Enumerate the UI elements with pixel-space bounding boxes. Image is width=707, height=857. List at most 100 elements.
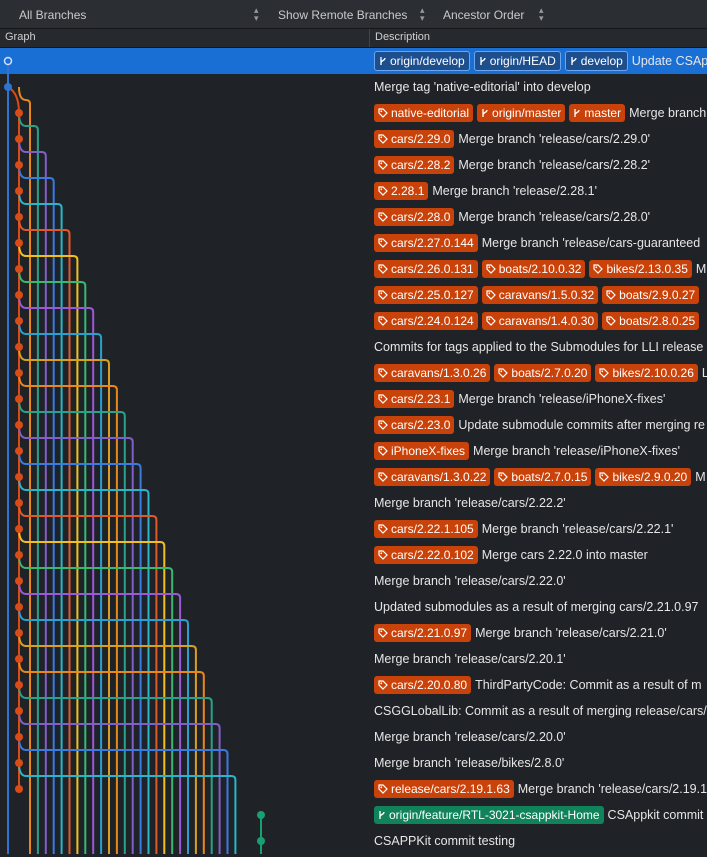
commit-row[interactable]: Merge branch 'release/cars/2.22.0' [0,568,707,594]
commit-row[interactable]: cars/2.26.0.131 boats/2.10.0.32 bikes/2.13… [0,256,707,282]
commit-row[interactable]: cars/2.20.0.80 ThirdPartyCode: Commit as … [0,672,707,698]
tag-chip: cars/2.24.0.124 [374,312,478,330]
commit-row[interactable]: caravans/1.3.0.22 boats/2.7.0.15 bikes/2.9… [0,464,707,490]
description: cars/2.26.0.131 boats/2.10.0.32 bikes/2.13… [374,256,707,282]
commit-row[interactable]: native-editorial origin/master master Merge… [0,100,707,126]
description: cars/2.29.0 Merge branch 'release/cars/2.… [374,126,707,152]
description: cars/2.24.0.124 caravans/1.4.0.30 boats/2.… [374,308,707,334]
commit-message: M [695,262,707,276]
commit-row[interactable]: cars/2.23.0 Update submodule commits afte… [0,412,707,438]
tag-chip: caravans/1.3.0.26 [374,364,491,382]
commit-message: M [695,470,706,484]
branch-line [18,424,134,854]
tag-chip: cars/2.28.0 [374,208,455,226]
remote-filter[interactable]: Show Remote Branches [278,8,408,22]
commit-row[interactable]: cars/2.21.0.97 Merge branch 'release/cars… [0,620,707,646]
ref-label: cars/2.23.0 [391,418,451,432]
tag-chip: boats/2.8.0.25 [602,312,700,330]
branch-filter[interactable]: All Branches [19,8,87,22]
branch-line [18,242,79,854]
commit-row[interactable]: Merge branch 'release/cars/2.20.1' [0,646,707,672]
ref-label: origin/feature/RTL-3021-csappkit-Home [389,808,600,822]
branch-line [18,112,39,854]
commit-row[interactable]: CSGGLobalLib: Commit as a result of merg… [0,698,707,724]
commit-row[interactable]: CSAPPKit commit testing [0,828,707,854]
ref-label: boats/2.7.0.15 [511,470,588,484]
commit-message: Merge branch 'release/bikes/2.8.0' [374,756,565,770]
description: caravans/1.3.0.26 boats/2.7.0.20 bikes/2.1… [374,360,707,386]
description: cars/2.21.0.97 Merge branch 'release/cars… [374,620,707,646]
ref-label: bikes/2.9.0.20 [612,470,688,484]
commit-dot [15,343,23,351]
order-filter[interactable]: Ancestor Order [443,8,525,22]
commit-dot [257,837,265,845]
commit-row[interactable]: iPhoneX-fixes Merge branch 'release/iPhon… [0,438,707,464]
tag-chip: cars/2.23.1 [374,390,455,408]
commit-row[interactable]: cars/2.28.2 Merge branch 'release/cars/2.… [0,152,707,178]
commit-dot [15,395,23,403]
commit-message: Merge branch 'release/iPhoneX-fixes' [473,444,681,458]
commit-row[interactable]: cars/2.27.0.144 Merge branch 'release/car… [0,230,707,256]
commit-message: Updated submodules as a result of mergin… [374,600,699,614]
tag-chip: cars/2.21.0.97 [374,624,472,642]
commit-row[interactable]: 2.28.1 Merge branch 'release/2.28.1' [0,178,707,204]
commit-row[interactable]: Commits for tags applied to the Submodul… [0,334,707,360]
commit-row[interactable]: Merge branch 'release/cars/2.22.2' [0,490,707,516]
branch-line [18,450,142,854]
commit-message: Merge branch 'release/cars/2.28.0' [458,210,651,224]
tag-chip: bikes/2.13.0.35 [589,260,692,278]
column-title[interactable]: Graph [5,31,36,43]
ref-label: cars/2.28.2 [391,158,451,172]
ref-label: master [584,106,622,120]
commit-row[interactable]: caravans/1.3.0.26 boats/2.7.0.20 bikes/2.1… [0,360,707,386]
tag-chip: iPhoneX-fixes [374,442,470,460]
description: CSGGLobalLib: Commit as a result of merg… [374,698,707,724]
branch-line [18,164,55,854]
commit-row[interactable]: cars/2.29.0 Merge branch 'release/cars/2.… [0,126,707,152]
branch-chip: master [569,104,626,122]
branch-chip: origin/master [477,104,566,122]
ref-label: cars/2.29.0 [391,132,451,146]
commit-row[interactable]: Updated submodules as a result of mergin… [0,594,707,620]
tag-chip: release/cars/2.19.1.63 [374,780,514,798]
commit-dot [15,733,23,741]
commit-dot [15,551,23,559]
commit-row[interactable]: origin/feature/RTL-3021-csappkit-Home CSA… [0,802,707,828]
ref-label: boats/2.10.0.32 [498,262,582,276]
commit-message: ThirdPartyCode: Commit as a result of m [475,678,702,692]
commit-dot [15,291,23,299]
commit-message: L [701,366,707,380]
tag-chip: boats/2.7.0.15 [494,468,592,486]
commit-row[interactable]: cars/2.22.1.105 Merge branch 'release/car… [0,516,707,542]
ref-label: iPhoneX-fixes [391,444,466,458]
branch-line [18,476,150,854]
commit-row[interactable]: Merge branch 'release/bikes/2.8.0' [0,750,707,776]
commit-row[interactable]: origin/develop origin/HEAD develop Update C… [0,48,707,74]
commit-row[interactable]: Merge branch 'release/cars/2.20.0' [0,724,707,750]
commit-dot [15,759,23,767]
commit-row[interactable]: cars/2.22.0.102 Merge cars 2.22.0 into ma… [0,542,707,568]
commit-row[interactable]: cars/2.23.1 Merge branch 'release/iPhoneX… [0,386,707,412]
commit-message: CSGGLobalLib: Commit as a result of merg… [374,704,707,718]
description: Merge branch 'release/bikes/2.8.0' [374,750,707,776]
ref-label: boats/2.7.0.20 [511,366,588,380]
commit-message: Merge branch 'release/cars-guaranteed [481,236,701,250]
commit-row[interactable]: release/cars/2.19.1.63 Merge branch 'rele… [0,776,707,802]
branch-line [18,606,189,854]
commit-message: Update CSApp [631,54,707,68]
branch-line [18,190,63,854]
ref-label: cars/2.22.1.105 [391,522,474,536]
tag-chip: native-editorial [374,104,474,122]
commit-row[interactable]: cars/2.25.0.127 caravans/1.5.0.32 boats/2.… [0,282,707,308]
commit-row[interactable]: cars/2.24.0.124 caravans/1.4.0.30 boats/2.… [0,308,707,334]
commit-dot [15,681,23,689]
commit-row[interactable]: Merge tag 'native-editorial' into develo… [0,74,707,100]
commit-row[interactable]: cars/2.28.0 Merge branch 'release/cars/2.… [0,204,707,230]
commit-message: Merge branch 'release/cars/2.20.0' [374,730,566,744]
commit-message: Merge branch 'release/2.28.1' [432,184,597,198]
tag-chip: cars/2.28.2 [374,156,455,174]
ref-label: cars/2.28.0 [391,210,451,224]
column-title[interactable]: Description [375,31,431,43]
commit-dot [15,187,23,195]
commit-message: Merge branch 'release/cars/2.22.1' [481,522,674,536]
